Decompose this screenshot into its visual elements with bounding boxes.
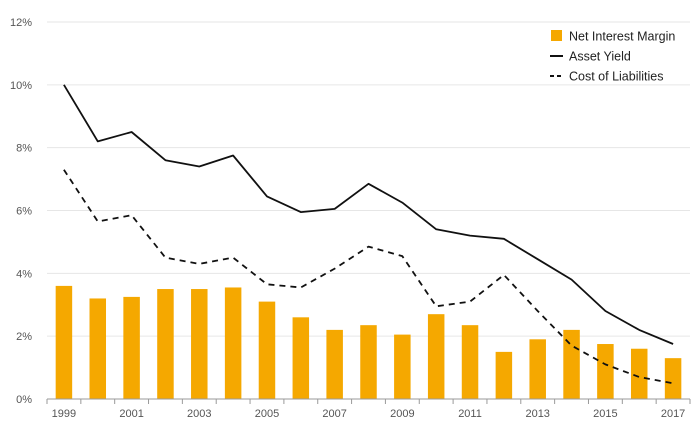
x-tick-label: 2007 [322,408,346,420]
bar-net-interest-margin [292,317,310,399]
x-tick-label: 2001 [119,408,143,420]
legend-item: Net Interest Margin [551,30,675,44]
bar-net-interest-margin [55,285,73,399]
legend-swatch-bar [551,30,562,41]
x-tick-label: 2003 [187,408,211,420]
y-tick-label: 12% [10,17,32,29]
y-tick-label: 2% [16,331,32,343]
asset-yield-line [63,84,674,345]
x-tick-label: 2009 [390,408,414,420]
bar-net-interest-margin [157,289,174,399]
legend-item: Asset Yield [550,50,631,64]
bar-net-interest-margin [224,287,242,399]
bar-net-interest-margin [495,351,513,399]
grid-lines [47,21,690,337]
bar-net-interest-margin [258,301,276,399]
bar-net-interest-margin [427,314,445,399]
bar-net-interest-margin [191,289,208,399]
bar-net-interest-margin [326,329,343,399]
legend-label: Asset Yield [569,50,631,64]
x-tick-label: 2015 [593,408,617,420]
bar-net-interest-margin [664,358,682,399]
bar-net-interest-margin [461,325,479,399]
line-series [63,84,674,385]
y-tick-label: 4% [16,268,32,280]
legend-item: Cost of Liabilities [550,70,664,84]
y-tick-label: 6% [16,206,32,218]
net-interest-margin-bars [55,285,682,399]
x-tick-label: 2013 [525,408,549,420]
x-tick-label: 2005 [255,408,279,420]
legend: Net Interest Margin Asset Yield Cost of Li… [550,30,675,84]
legend-label: Cost of Liabilities [569,70,664,84]
axes: 0% 2% 4% 6% 8% 10% 12% 1999 2001 2003 2005 2007 2009… [10,17,691,420]
cost-of-liabilities-line [63,169,674,385]
bar-net-interest-margin [89,298,107,399]
y-tick-label: 8% [16,143,32,155]
bar-net-interest-margin [394,334,411,399]
legend-label: Net Interest Margin [569,30,675,44]
bar-net-interest-margin [529,339,546,399]
bar-net-interest-margin [123,296,140,399]
y-tick-label: 10% [10,80,32,92]
bar-net-interest-margin [630,348,648,399]
x-tick-label: 2017 [661,408,685,420]
x-tick-label: 1999 [52,408,76,420]
x-tick-label: 2011 [458,408,482,420]
bar-net-interest-margin [597,344,614,399]
y-tick-label: 0% [16,394,32,406]
bar-net-interest-margin [360,325,377,399]
